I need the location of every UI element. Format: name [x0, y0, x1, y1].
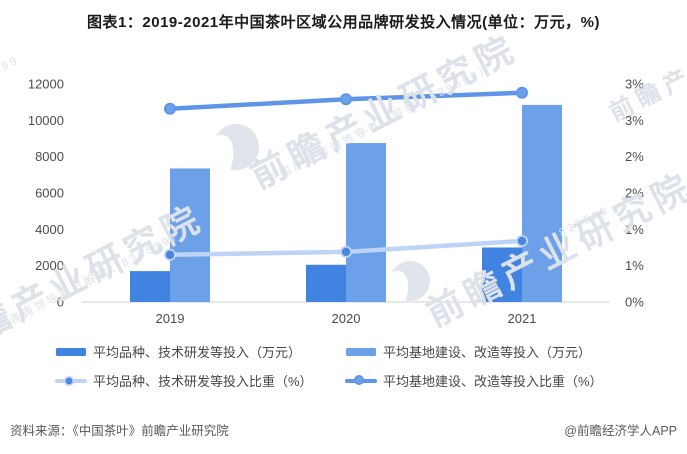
svg-text:8000: 8000: [35, 149, 64, 164]
bar-swatch-light-icon: [346, 347, 376, 356]
legend-item-variety-investment: 平均品种、技术研发等投入（万元）: [55, 342, 345, 361]
line-swatch-light-icon: [55, 375, 87, 386]
svg-text:12000: 12000: [28, 77, 64, 92]
chart-title: 图表1：2019-2021年中国茶叶区域公用品牌研发投入情况(单位：万元，%): [87, 14, 600, 31]
svg-text:2%: 2%: [625, 149, 644, 164]
footer: 资料来源：《中国茶叶》前瞻产业研究院 @前瞻经济学人APP: [10, 420, 677, 439]
svg-text:0%: 0%: [625, 295, 644, 310]
legend-label: 平均基地建设、改造等投入（万元）: [383, 345, 592, 360]
legend-label: 平均品种、技术研发等投入（万元）: [93, 345, 302, 360]
line-swatch-blue-icon: [345, 374, 377, 385]
svg-text:0: 0: [57, 295, 64, 310]
svg-text:1%: 1%: [625, 258, 644, 273]
svg-text:2019: 2019: [156, 311, 185, 326]
source-text: 资料来源：《中国茶叶》前瞻产业研究院: [10, 424, 229, 438]
svg-text:2021: 2021: [508, 311, 537, 326]
svg-text:1%: 1%: [625, 222, 644, 237]
svg-text:3%: 3%: [625, 113, 644, 128]
legend-label: 平均基地建设、改造等投入比重（%）: [383, 374, 603, 389]
svg-text:2020: 2020: [332, 311, 361, 326]
legend-item-base-ratio: 平均基地建设、改造等投入比重（%）: [345, 371, 645, 390]
svg-text:6000: 6000: [35, 186, 64, 201]
svg-text:2%: 2%: [625, 186, 644, 201]
legend-item-variety-ratio: 平均品种、技术研发等投入比重（%）: [55, 371, 345, 390]
legend-label: 平均品种、技术研发等投入比重（%）: [93, 374, 313, 389]
legend-item-base-investment: 平均基地建设、改造等投入（万元）: [345, 342, 645, 361]
combo-chart: 0 2000 4000 6000 8000 10000 12000 0% 1% 1% 2% 2% 3% 3…: [28, 77, 644, 327]
svg-text:3%: 3%: [625, 77, 644, 92]
bar-swatch-dark-icon: [56, 347, 86, 356]
svg-text:2000: 2000: [35, 258, 64, 273]
legend: 平均品种、技术研发等投入（万元） 平均基地建设、改造等投入（万元） 平均品种、技…: [55, 342, 645, 390]
svg-text:4000: 4000: [35, 222, 64, 237]
svg-text:10000: 10000: [28, 113, 64, 128]
credit-text: @前瞻经济学人APP: [564, 424, 677, 438]
